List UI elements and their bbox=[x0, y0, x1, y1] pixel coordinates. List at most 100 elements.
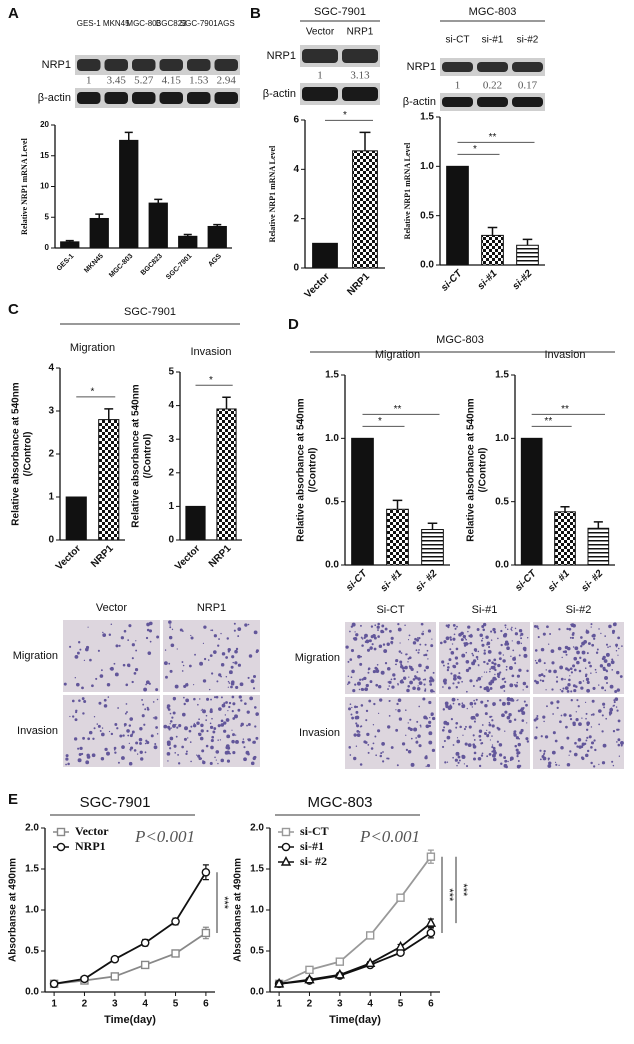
significance-label: *** bbox=[443, 888, 455, 902]
lane-label: MGC-803 bbox=[126, 19, 161, 28]
marker bbox=[80, 974, 89, 984]
significance-label: * bbox=[473, 144, 477, 155]
bar bbox=[587, 527, 610, 566]
chart-title: MGC-803 bbox=[307, 794, 372, 811]
y-tick-label: 0.5 bbox=[250, 946, 264, 957]
y-axis-label: Relative absorbance at 540nm bbox=[131, 384, 142, 528]
bar bbox=[520, 437, 543, 566]
y-tick-label: 0.5 bbox=[325, 496, 339, 507]
group-title: MGC-803 bbox=[436, 334, 484, 346]
panel-label: C bbox=[8, 301, 19, 318]
y-tick-label: 2 bbox=[168, 467, 174, 478]
y-tick-label: 1.5 bbox=[420, 112, 434, 123]
marker bbox=[396, 893, 405, 902]
y-tick-label: 4 bbox=[168, 400, 174, 411]
lane-label: Vector bbox=[306, 27, 335, 38]
stained-cells bbox=[439, 622, 529, 693]
y-tick-label: 1.0 bbox=[495, 433, 509, 444]
bar bbox=[185, 505, 206, 541]
micrograph-row-label: Invasion bbox=[299, 727, 340, 739]
significance-label: *** bbox=[457, 883, 469, 897]
y-axis-label: Relative absorbance at 540nm bbox=[11, 382, 22, 526]
blot-band bbox=[512, 62, 543, 72]
y-tick-label: 0.0 bbox=[325, 560, 339, 571]
significance-label: ** bbox=[489, 132, 497, 143]
y-tick-label: 3 bbox=[48, 406, 54, 417]
y-tick-label: 2 bbox=[293, 213, 299, 224]
x-tick-label: 1 bbox=[51, 999, 57, 1010]
y-tick-label: 0 bbox=[168, 535, 174, 546]
x-tick-label: 3 bbox=[112, 999, 118, 1010]
lane-label: NRP1 bbox=[347, 27, 374, 38]
marker bbox=[140, 960, 150, 970]
stained-cells bbox=[533, 622, 623, 693]
marker bbox=[334, 968, 345, 979]
bar bbox=[207, 225, 227, 249]
blot-band bbox=[77, 59, 101, 71]
error-bar bbox=[154, 198, 163, 204]
blot-band bbox=[104, 92, 128, 104]
micrograph-row-label: Migration bbox=[13, 650, 58, 662]
x-tick-label: 2 bbox=[307, 999, 313, 1010]
bar bbox=[60, 241, 80, 249]
y-tick-label: 0 bbox=[293, 263, 299, 274]
band-quantity: 5.27 bbox=[134, 75, 154, 87]
marker bbox=[110, 954, 120, 964]
blot-row-label: NRP1 bbox=[267, 50, 296, 62]
error-bar bbox=[487, 226, 498, 236]
blot-band bbox=[187, 92, 211, 104]
legend-label: si-CT bbox=[300, 824, 329, 838]
lane-label: si-#1 bbox=[482, 35, 504, 46]
blot-header: MGC-803 bbox=[469, 6, 517, 18]
micrograph bbox=[533, 697, 624, 769]
error-bar bbox=[392, 499, 403, 510]
y-tick-label: 2.0 bbox=[25, 823, 39, 834]
marker bbox=[56, 827, 66, 837]
p-value: P<0.001 bbox=[134, 827, 195, 846]
y-axis-label: (/Control) bbox=[478, 448, 489, 493]
blot-band bbox=[342, 49, 378, 63]
y-tick-label: 1 bbox=[168, 501, 174, 512]
y-tick-label: 0.0 bbox=[420, 260, 434, 271]
marker bbox=[201, 867, 211, 877]
blot-band bbox=[302, 49, 338, 63]
blot-band bbox=[159, 59, 183, 71]
significance-label: ** bbox=[544, 416, 552, 427]
significance-label: * bbox=[343, 110, 347, 121]
micrograph bbox=[163, 695, 260, 767]
x-tick-label: 2 bbox=[82, 999, 88, 1010]
bar bbox=[421, 529, 444, 566]
stained-cells bbox=[63, 621, 160, 692]
lane-label: AGS bbox=[218, 19, 235, 28]
micrograph-column-label: NRP1 bbox=[197, 602, 226, 614]
micrograph bbox=[533, 622, 624, 694]
blot-header: SGC-7901 bbox=[314, 6, 366, 18]
y-tick-label: 0.5 bbox=[25, 946, 39, 957]
y-axis-label: (/Control) bbox=[308, 448, 319, 493]
stained-cells bbox=[163, 620, 259, 691]
marker bbox=[56, 842, 66, 852]
bar bbox=[98, 419, 120, 541]
bar bbox=[312, 242, 338, 269]
marker bbox=[280, 856, 292, 866]
x-tick-label: 4 bbox=[367, 999, 373, 1010]
y-tick-label: 1.0 bbox=[420, 161, 434, 172]
y-tick-label: 0.5 bbox=[420, 210, 434, 221]
panel-label: A bbox=[8, 5, 19, 22]
series-line bbox=[278, 856, 432, 985]
bar bbox=[351, 437, 374, 566]
x-tick-label: 5 bbox=[398, 999, 404, 1010]
x-axis-label: Time(day) bbox=[329, 1014, 381, 1026]
bar bbox=[178, 235, 198, 249]
blot-band bbox=[104, 59, 128, 71]
y-tick-label: 5 bbox=[168, 367, 174, 378]
marker bbox=[335, 957, 345, 966]
error-bar bbox=[522, 238, 533, 246]
stained-cells bbox=[441, 697, 530, 769]
lane-label: BGC823 bbox=[156, 19, 187, 28]
significance-label: ** bbox=[394, 404, 402, 415]
micrograph-column-label: Vector bbox=[96, 602, 128, 614]
y-tick-label: 4 bbox=[48, 363, 54, 374]
marker bbox=[365, 931, 375, 940]
